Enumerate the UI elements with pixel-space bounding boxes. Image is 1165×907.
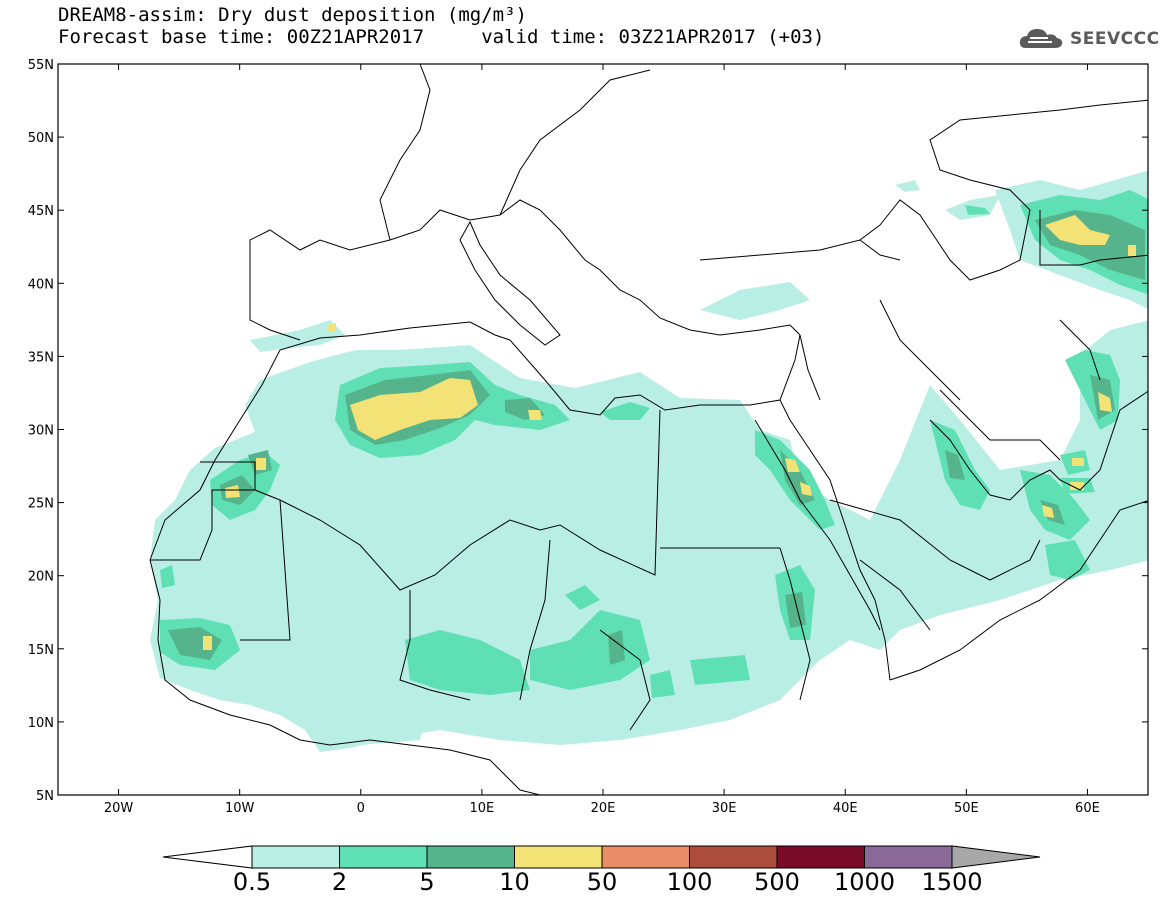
colorbar-swatch <box>689 845 778 869</box>
lat-label: 20N <box>28 570 54 585</box>
colorbar-swatch <box>251 845 340 869</box>
lat-label: 35N <box>28 350 54 365</box>
lat-label: 30N <box>28 424 54 439</box>
lat-label: 45N <box>28 204 54 219</box>
lat-label: 5N <box>36 789 54 804</box>
colorbar-tick-label: 2 <box>331 868 348 896</box>
lon-label: 10W <box>225 801 255 816</box>
seevccc-logo: SEEVCCC <box>1018 26 1160 52</box>
lon-label: 20W <box>104 801 134 816</box>
colorbar-swatch <box>514 845 603 869</box>
colorbar-labels: 0.5 2 5 10 50 100 500 1000 1500 <box>0 868 1165 898</box>
lat-label: 25N <box>28 497 54 512</box>
colorbar-swatch <box>339 845 428 869</box>
colorbar-tick-label: 5 <box>419 868 435 896</box>
colorbar-over-triangle <box>951 845 1041 869</box>
colorbar-swatch <box>426 845 515 869</box>
colorbar-tick-label: 0.5 <box>232 868 272 896</box>
colorbar-tick-label: 10 <box>499 868 530 896</box>
coastlines-and-borders <box>149 64 1148 795</box>
lon-label: 20E <box>591 801 616 816</box>
deposition-contours <box>150 170 1148 752</box>
lon-label: 50E <box>954 801 979 816</box>
contour-level-0-5 <box>150 170 1148 752</box>
lon-label: 0 <box>357 801 365 816</box>
title-line-1: DREAM8-assim: Dry dust deposition (mg/m³… <box>58 4 527 26</box>
lon-label: 30E <box>712 801 737 816</box>
lat-label: 10N <box>28 716 54 731</box>
colorbar-tick-label: 100 <box>666 868 713 896</box>
cloud-logo-icon <box>1019 29 1063 48</box>
lat-label: 50N <box>28 131 54 146</box>
longitude-axis: 20W 10W 0 10E 20E 30E 40E 50E 60E <box>104 64 1100 816</box>
colorbar-tick-label: 500 <box>754 868 800 896</box>
lon-label: 40E <box>833 801 858 816</box>
lon-label: 10E <box>470 801 495 816</box>
lat-label: 55N <box>28 58 54 73</box>
colorbar-swatch <box>601 845 690 869</box>
colorbar-swatch <box>776 845 865 869</box>
colorbar-under-triangle <box>162 845 253 869</box>
map-title: DREAM8-assim: Dry dust deposition (mg/m³… <box>58 4 824 48</box>
colorbar-tick-label: 1500 <box>921 868 983 896</box>
lat-label: 15N <box>28 643 54 658</box>
contour-level-10 <box>203 215 1136 650</box>
title-line-2: Forecast base time: 00Z21APR2017 valid t… <box>58 26 825 48</box>
colorbar-tick-label: 50 <box>586 868 618 896</box>
colorbar <box>162 845 1041 869</box>
colorbar-swatch <box>864 845 953 869</box>
lat-label: 40N <box>28 277 54 292</box>
lon-label: 60E <box>1075 801 1100 816</box>
logo-text: SEEVCCC <box>1070 29 1160 49</box>
colorbar-tick-label: 1000 <box>833 868 896 896</box>
latitude-axis: 55N 50N 45N 40N 35N 30N 25N 20N 15N 10N 5N <box>28 58 1148 804</box>
